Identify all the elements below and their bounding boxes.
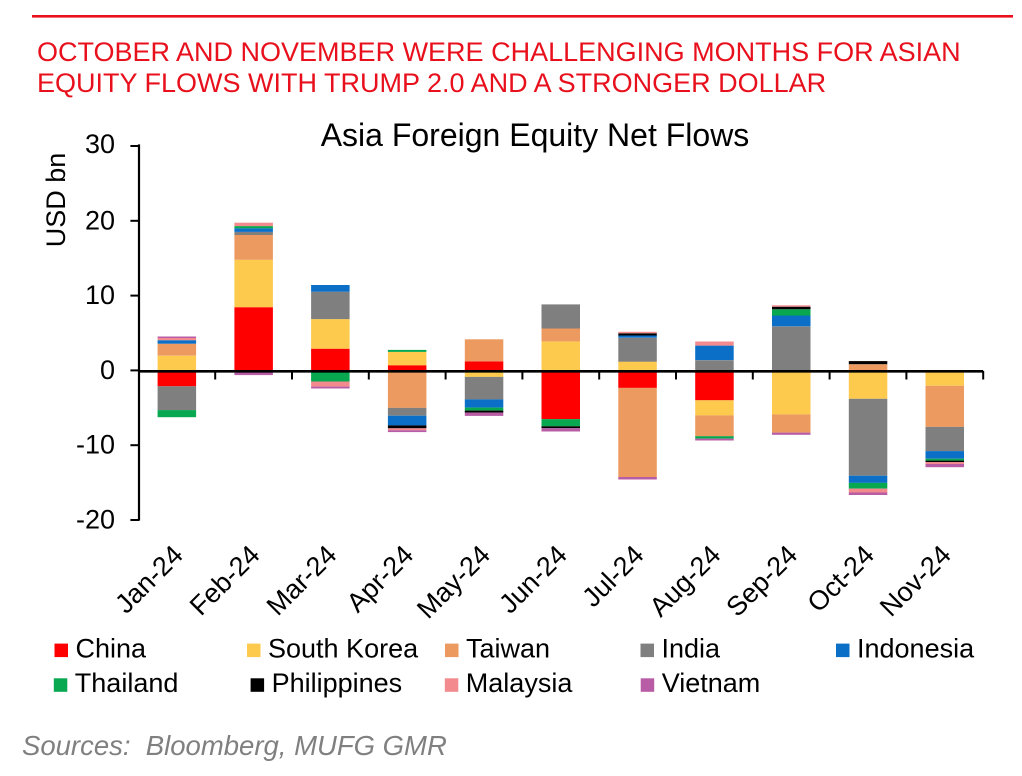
svg-text:-10: -10 [76, 430, 115, 460]
svg-text:Philippines: Philippines [272, 668, 403, 698]
svg-text:Thailand: Thailand [75, 668, 179, 698]
svg-text:10: 10 [85, 280, 115, 310]
svg-text:South Korea: South Korea [268, 633, 419, 663]
svg-text:India: India [662, 633, 722, 663]
svg-text:Indonesia: Indonesia [857, 633, 975, 663]
svg-text:Taiwan: Taiwan [466, 633, 550, 663]
svg-text:20: 20 [85, 205, 115, 235]
svg-text:USD bn: USD bn [41, 153, 71, 248]
svg-text:Sources: Bloomberg, MUFG GMR: Sources: Bloomberg, MUFG GMR [22, 730, 447, 761]
svg-text:Asia Foreign Equity Net Flows: Asia Foreign Equity Net Flows [321, 117, 750, 153]
svg-text:0: 0 [100, 355, 115, 385]
svg-text:EQUITY FLOWS WITH TRUMP 2.0 AN: EQUITY FLOWS WITH TRUMP 2.0 AND A STRONG… [37, 68, 826, 98]
svg-text:China: China [76, 633, 148, 663]
svg-text:30: 30 [85, 129, 115, 159]
svg-text:Malaysia: Malaysia [466, 668, 574, 698]
svg-text:-20: -20 [76, 505, 115, 535]
svg-text:OCTOBER AND NOVEMBER WERE CHAL: OCTOBER AND NOVEMBER WERE CHALLENGING MO… [37, 37, 961, 67]
svg-text:Vietnam: Vietnam [662, 668, 761, 698]
